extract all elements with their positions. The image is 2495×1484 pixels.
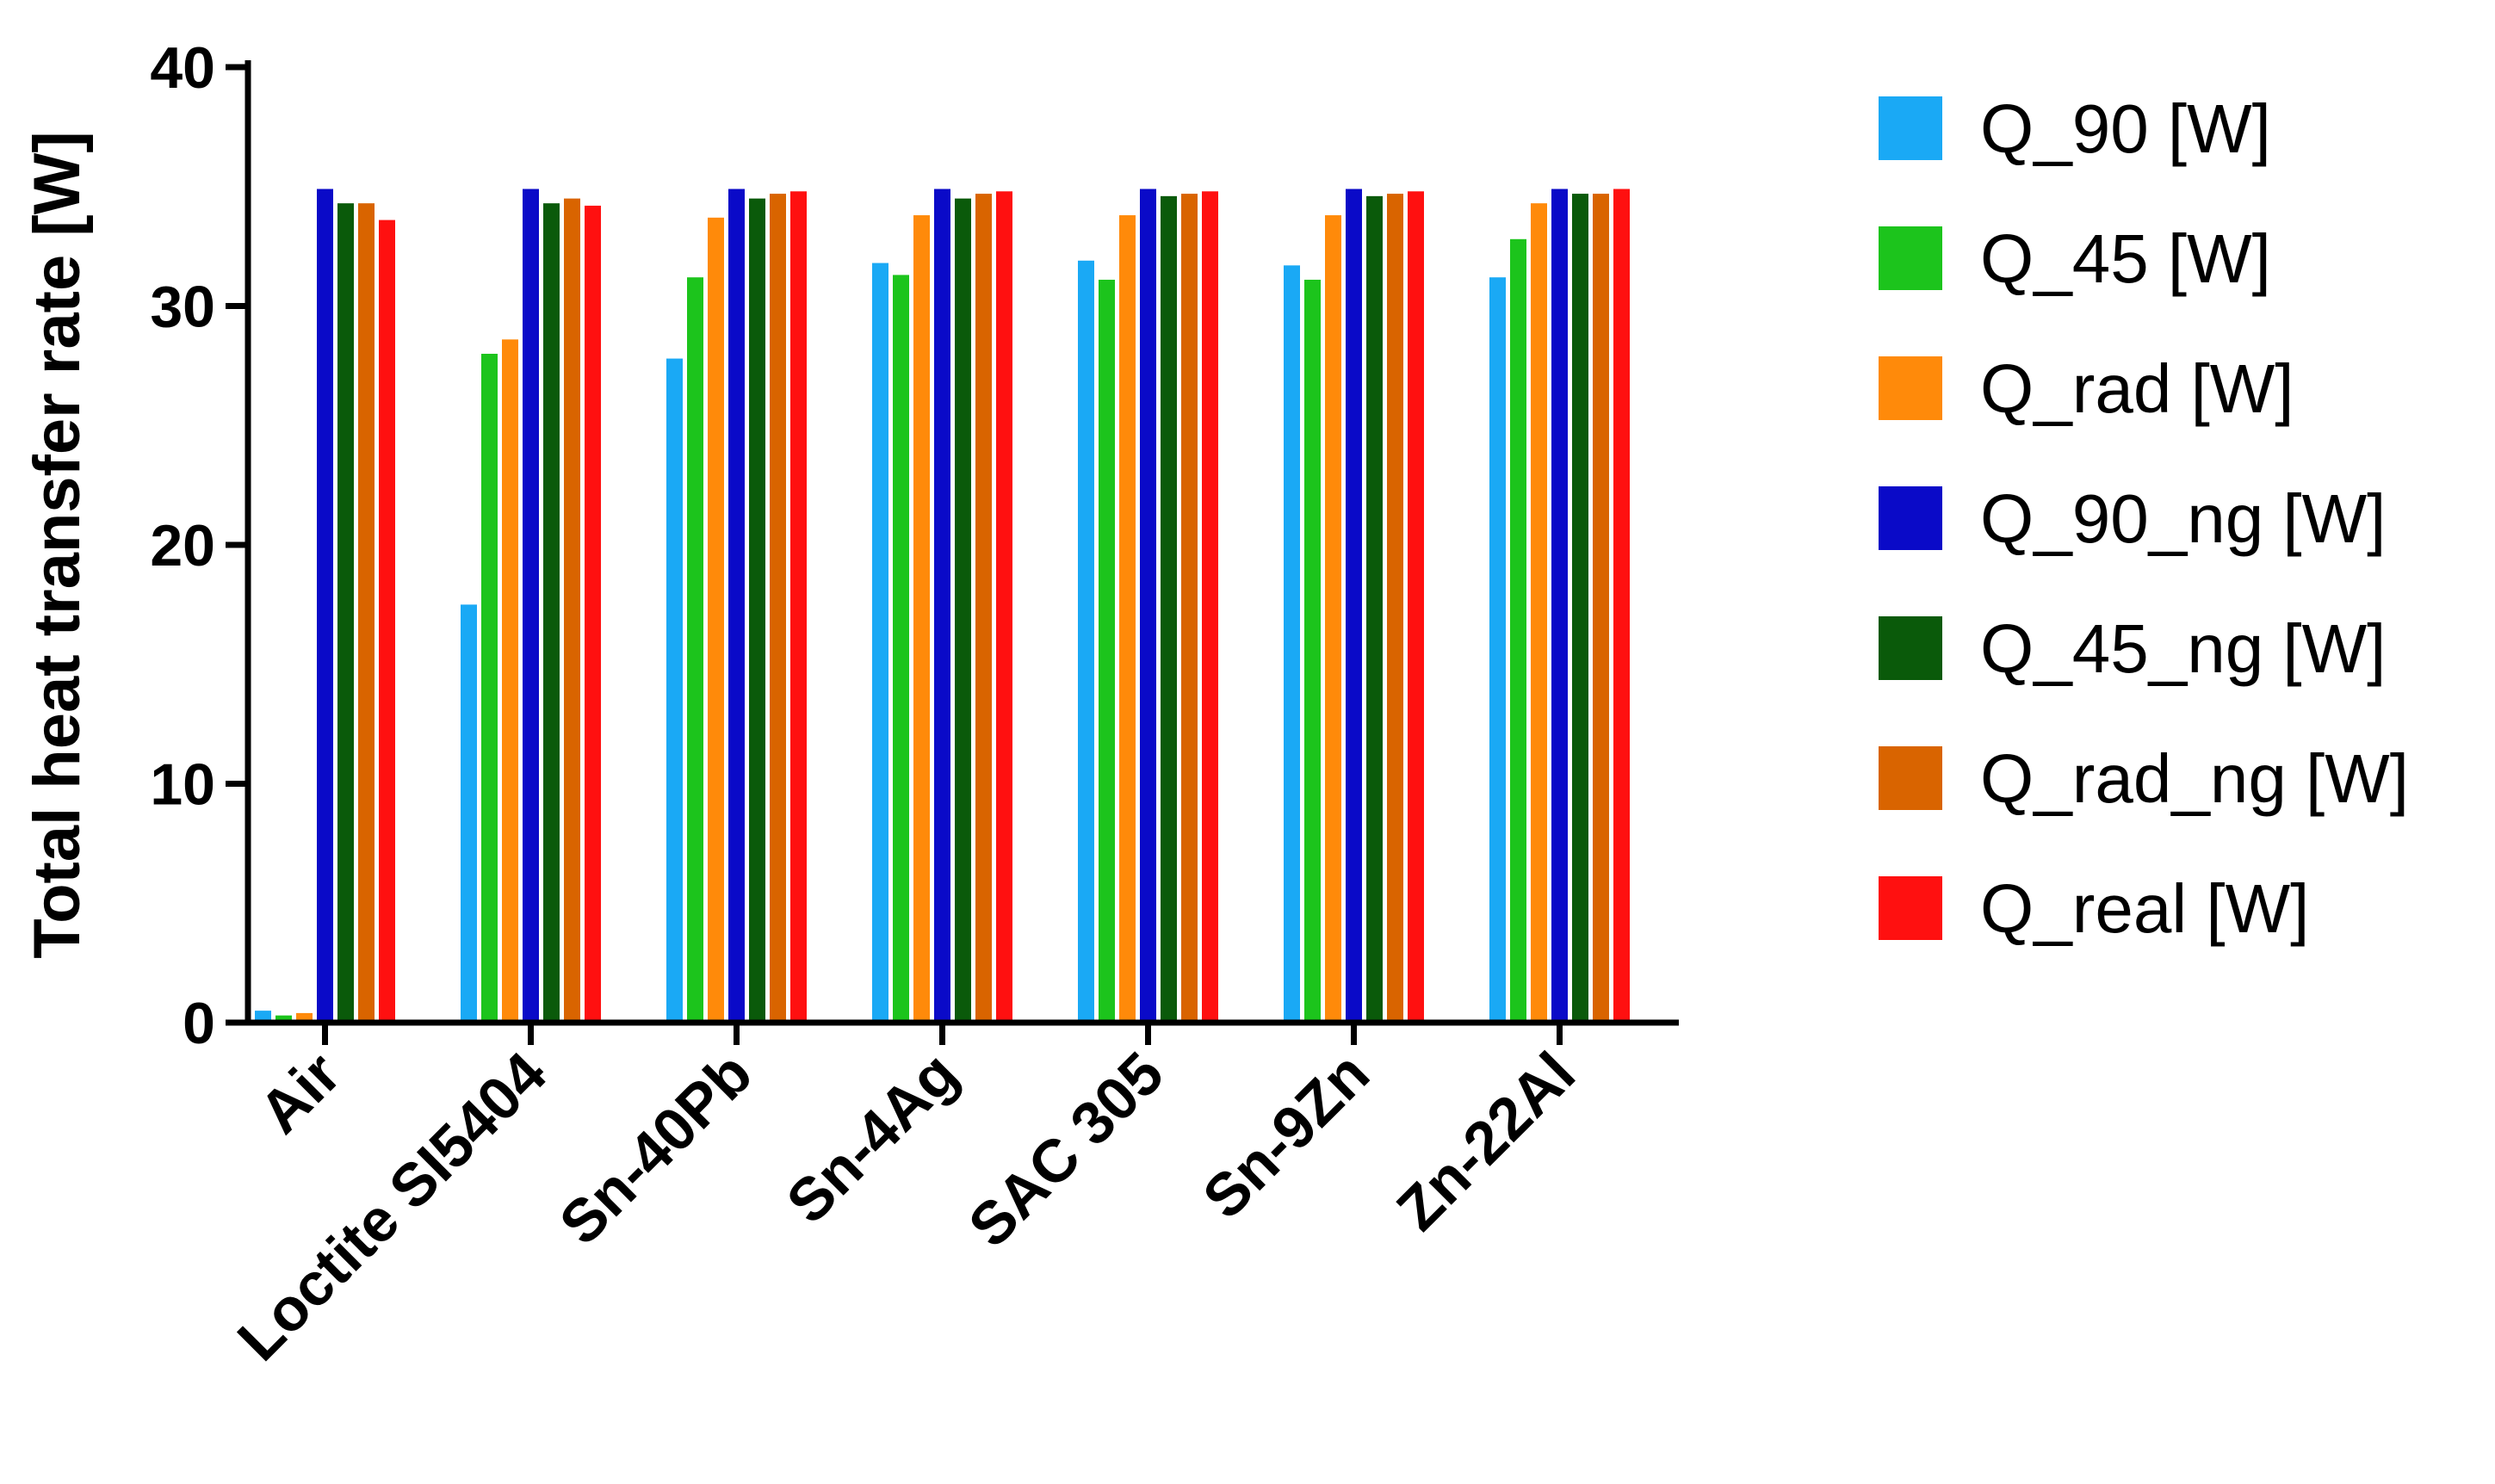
bar-loctite-si5404-q-90-w bbox=[461, 604, 477, 1023]
y-axis: 0 10 20 30 40 bbox=[150, 35, 251, 1056]
y-tick-label: 40 bbox=[150, 35, 215, 101]
bar-sac-305-q-45-w bbox=[1099, 279, 1115, 1023]
bar-sn-4ag-q-45-w bbox=[893, 275, 909, 1023]
bar-sn-4ag-q-rad-w bbox=[913, 215, 930, 1023]
legend-swatch bbox=[1879, 876, 1942, 940]
bar-air-q-rad-w bbox=[296, 1012, 313, 1023]
bar-air-q-90-ng-w bbox=[317, 189, 333, 1023]
bar-sn-40pb-q-90-w bbox=[666, 358, 683, 1023]
bar-sn-4ag-q-90-ng-w bbox=[934, 189, 950, 1023]
bar-sn-4ag-q-rad-ng-w bbox=[975, 194, 992, 1023]
legend-label: Q_real [W] bbox=[1980, 870, 2309, 947]
bar-loctite-si5404-q-45-w bbox=[481, 354, 498, 1023]
legend-swatch bbox=[1879, 486, 1942, 550]
bar-loctite-si5404-q-90-ng-w bbox=[523, 189, 539, 1023]
bar-sn-4ag-q-90-w bbox=[872, 263, 888, 1023]
legend-swatch bbox=[1879, 96, 1942, 160]
bar-sn-9zn-q-90-w bbox=[1284, 265, 1300, 1023]
bar-sn-40pb-q-rad-ng-w bbox=[770, 194, 786, 1023]
bar-sac-305-q-45-ng-w bbox=[1161, 195, 1177, 1023]
legend-label: Q_90_ng [W] bbox=[1980, 480, 2386, 557]
bars-group bbox=[255, 189, 1630, 1023]
legend: Q_90 [W] Q_45 [W] Q_rad [W] Q_90_ng [W] Q_45… bbox=[1879, 90, 2409, 947]
legend-label: Q_45 [W] bbox=[1980, 220, 2271, 297]
x-category-label: Sn-40Pb bbox=[547, 1039, 765, 1257]
bar-sn-4ag-q-45-ng-w bbox=[955, 198, 971, 1023]
bar-sn-9zn-q-rad-w bbox=[1325, 215, 1341, 1023]
bar-air-q-real-w bbox=[379, 220, 395, 1023]
bar-zn-22al-q-45-w bbox=[1510, 238, 1526, 1023]
bar-sac-305-q-rad-ng-w bbox=[1181, 194, 1198, 1023]
bar-sac-305-q-real-w bbox=[1202, 191, 1218, 1023]
x-category-label: Sn-9Zn bbox=[1190, 1039, 1382, 1231]
legend-label: Q_45_ng [W] bbox=[1980, 610, 2386, 687]
bar-loctite-si5404-q-rad-ng-w bbox=[564, 198, 580, 1023]
bar-zn-22al-q-90-ng-w bbox=[1551, 189, 1568, 1023]
y-tick-label: 20 bbox=[150, 513, 215, 578]
x-category-label: SAC 305 bbox=[956, 1039, 1176, 1259]
bar-loctite-si5404-q-rad-w bbox=[502, 339, 518, 1023]
legend-swatch bbox=[1879, 616, 1942, 680]
bar-sn-40pb-q-rad-w bbox=[708, 217, 724, 1023]
bar-sn-9zn-q-real-w bbox=[1408, 191, 1424, 1023]
y-tick-label: 30 bbox=[150, 275, 215, 340]
y-tick-label: 0 bbox=[183, 991, 215, 1056]
bar-zn-22al-q-rad-w bbox=[1531, 203, 1547, 1023]
bar-air-q-45-w bbox=[276, 1015, 292, 1023]
legend-swatch bbox=[1879, 746, 1942, 810]
bar-sn-9zn-q-90-ng-w bbox=[1346, 189, 1362, 1023]
bar-zn-22al-q-45-ng-w bbox=[1572, 194, 1588, 1023]
bar-zn-22al-q-real-w bbox=[1613, 189, 1630, 1023]
bar-air-q-rad-ng-w bbox=[358, 203, 375, 1023]
bar-sac-305-q-90-w bbox=[1078, 260, 1094, 1023]
y-tick-label: 10 bbox=[150, 752, 215, 818]
x-category-label: Air bbox=[246, 1039, 353, 1146]
bar-air-q-45-ng-w bbox=[337, 203, 354, 1023]
legend-swatch bbox=[1879, 356, 1942, 420]
bar-sn-40pb-q-real-w bbox=[790, 191, 807, 1023]
bar-sac-305-q-90-ng-w bbox=[1140, 189, 1156, 1023]
legend-label: Q_90 [W] bbox=[1980, 90, 2271, 167]
bar-zn-22al-q-90-w bbox=[1489, 277, 1506, 1023]
bar-sn-40pb-q-45-ng-w bbox=[749, 198, 765, 1023]
bar-sn-40pb-q-45-w bbox=[687, 277, 703, 1023]
y-axis-title: Total heat transfer rate [W] bbox=[21, 131, 94, 958]
bar-sn-9zn-q-45-ng-w bbox=[1366, 195, 1383, 1023]
bar-sn-40pb-q-90-ng-w bbox=[728, 189, 745, 1023]
bar-sn-9zn-q-45-w bbox=[1304, 279, 1321, 1023]
bar-loctite-si5404-q-45-ng-w bbox=[543, 203, 560, 1023]
bar-sn-9zn-q-rad-ng-w bbox=[1387, 194, 1403, 1023]
legend-swatch bbox=[1879, 226, 1942, 290]
legend-label: Q_rad_ng [W] bbox=[1980, 740, 2409, 817]
x-category-label: Sn-4Ag bbox=[774, 1039, 970, 1235]
x-category-label: Zn-22Al bbox=[1384, 1039, 1588, 1243]
legend-label: Q_rad [W] bbox=[1980, 350, 2294, 427]
bar-loctite-si5404-q-real-w bbox=[585, 205, 601, 1023]
bar-sn-4ag-q-real-w bbox=[996, 191, 1012, 1023]
bar-sac-305-q-rad-w bbox=[1119, 215, 1136, 1023]
bar-zn-22al-q-rad-ng-w bbox=[1593, 194, 1609, 1023]
